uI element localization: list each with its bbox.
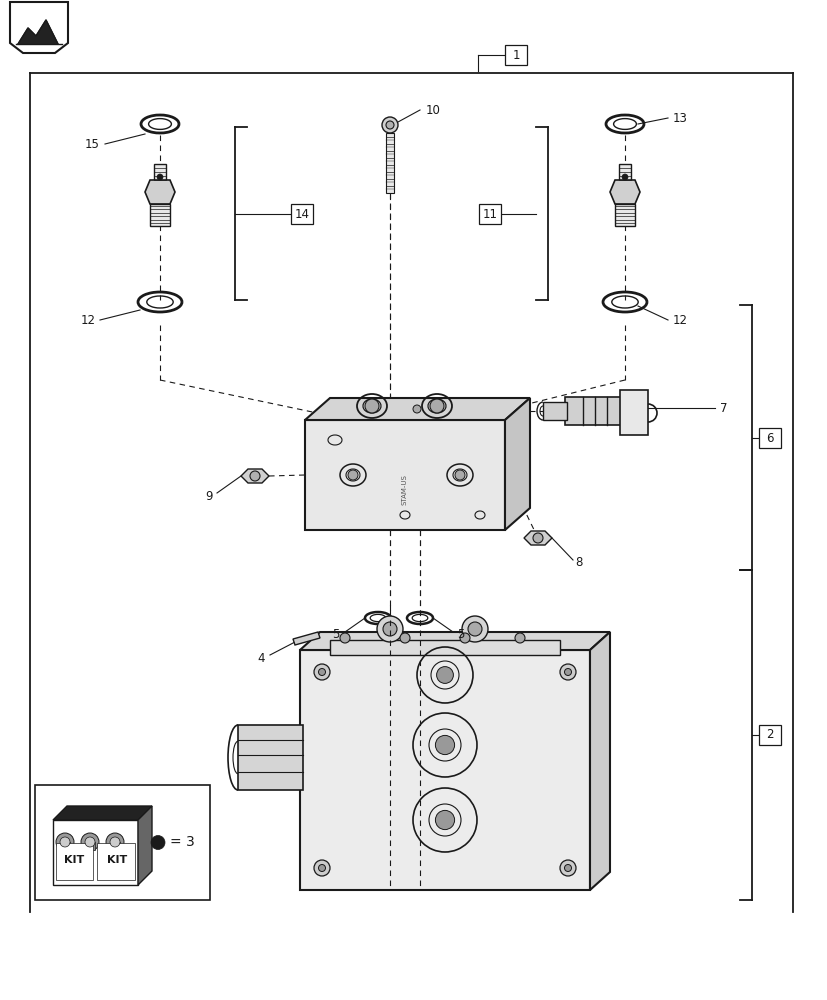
- Circle shape: [110, 837, 120, 847]
- Text: 5: 5: [457, 628, 464, 640]
- Text: 14: 14: [294, 208, 309, 221]
- Circle shape: [376, 616, 403, 642]
- Text: 12: 12: [81, 314, 96, 326]
- Bar: [619, 164, 630, 182]
- Bar: [110, 842, 120, 850]
- Text: 6: 6: [765, 432, 772, 444]
- Circle shape: [56, 833, 74, 851]
- Circle shape: [435, 735, 454, 755]
- Circle shape: [564, 864, 571, 871]
- Circle shape: [347, 470, 357, 480]
- Bar: [85, 842, 95, 850]
- Text: 4: 4: [257, 652, 265, 664]
- Bar: [150, 204, 170, 226]
- Circle shape: [365, 399, 379, 413]
- Bar: [614, 204, 634, 226]
- Circle shape: [621, 174, 627, 180]
- Polygon shape: [138, 806, 152, 885]
- Circle shape: [514, 633, 524, 643]
- Text: STAM-US: STAM-US: [402, 475, 408, 505]
- Circle shape: [429, 399, 443, 413]
- Polygon shape: [293, 632, 319, 645]
- FancyBboxPatch shape: [479, 204, 500, 224]
- Text: 8: 8: [574, 556, 581, 570]
- Bar: [619, 390, 648, 435]
- FancyBboxPatch shape: [504, 45, 526, 65]
- Bar: [53, 820, 138, 885]
- Circle shape: [467, 622, 481, 636]
- Circle shape: [81, 833, 99, 851]
- Circle shape: [455, 470, 465, 480]
- Text: 9: 9: [205, 489, 213, 502]
- Circle shape: [60, 837, 70, 847]
- Polygon shape: [18, 20, 58, 44]
- Bar: [237, 725, 303, 790]
- Circle shape: [461, 616, 487, 642]
- Circle shape: [533, 533, 543, 543]
- FancyBboxPatch shape: [290, 204, 313, 224]
- Bar: [564, 397, 629, 425]
- Bar: [35, 785, 210, 900]
- Text: KIT: KIT: [64, 855, 84, 865]
- Text: 15: 15: [85, 138, 100, 151]
- Circle shape: [313, 664, 330, 680]
- Circle shape: [559, 664, 576, 680]
- Bar: [385, 133, 394, 193]
- Text: 2: 2: [765, 728, 772, 741]
- Bar: [98, 843, 135, 880]
- Circle shape: [85, 837, 95, 847]
- Text: KIT: KIT: [107, 855, 127, 865]
- Circle shape: [436, 667, 453, 683]
- Polygon shape: [145, 180, 174, 204]
- Circle shape: [564, 668, 571, 676]
- Circle shape: [383, 622, 396, 636]
- Text: 5: 5: [332, 628, 340, 640]
- Circle shape: [106, 833, 124, 851]
- Circle shape: [318, 864, 325, 871]
- Circle shape: [157, 174, 163, 180]
- FancyBboxPatch shape: [758, 725, 780, 745]
- Text: 12: 12: [672, 314, 687, 326]
- Polygon shape: [10, 2, 68, 53]
- Polygon shape: [609, 180, 639, 204]
- Bar: [56, 843, 93, 880]
- Circle shape: [559, 860, 576, 876]
- Circle shape: [313, 860, 330, 876]
- Text: = 3: = 3: [170, 835, 194, 849]
- Polygon shape: [241, 469, 269, 483]
- Text: 1: 1: [512, 49, 519, 62]
- Circle shape: [318, 668, 325, 676]
- Text: 11: 11: [482, 208, 497, 221]
- Text: 13: 13: [672, 112, 687, 125]
- Bar: [154, 164, 165, 182]
- FancyBboxPatch shape: [758, 428, 780, 448]
- Circle shape: [460, 633, 470, 643]
- Text: 10: 10: [425, 104, 440, 117]
- Bar: [60, 842, 70, 850]
- Polygon shape: [504, 398, 529, 530]
- Polygon shape: [590, 632, 609, 890]
- Polygon shape: [523, 531, 552, 545]
- Circle shape: [435, 810, 454, 830]
- Bar: [304, 420, 504, 530]
- Circle shape: [381, 117, 398, 133]
- Bar: [543, 402, 566, 420]
- Bar: [299, 650, 590, 890]
- Circle shape: [250, 471, 260, 481]
- Circle shape: [151, 835, 165, 849]
- Circle shape: [399, 633, 409, 643]
- Circle shape: [340, 633, 350, 643]
- Circle shape: [413, 405, 420, 413]
- Bar: [330, 640, 559, 655]
- Circle shape: [385, 121, 394, 129]
- Polygon shape: [53, 806, 152, 820]
- Text: 7: 7: [719, 401, 727, 414]
- Polygon shape: [304, 398, 529, 420]
- Polygon shape: [299, 632, 609, 650]
